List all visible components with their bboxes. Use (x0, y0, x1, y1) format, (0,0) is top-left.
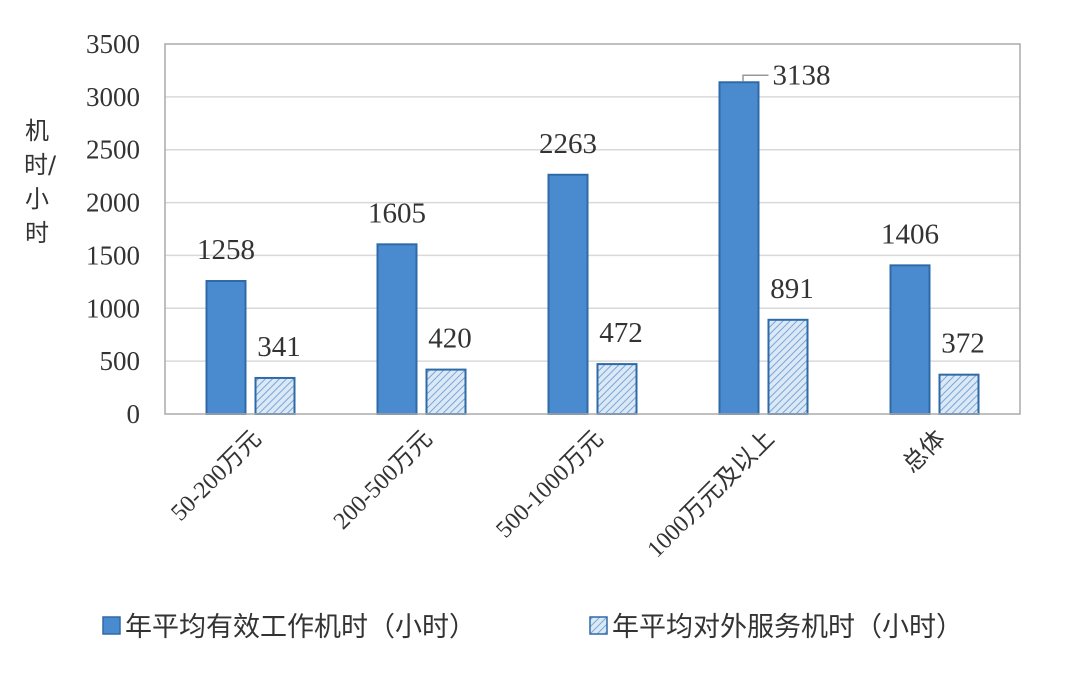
bar-effective-hours (547, 173, 589, 415)
bar-effective-hours (889, 264, 931, 416)
leader-line (742, 74, 769, 82)
x-axis-ticks: 50-200万元 200-500万元 500-1000万元 1000万元及以上 总体 (166, 425, 950, 563)
data-label: 1605 (368, 197, 426, 229)
bar-effective-hours (205, 280, 247, 415)
bar-service-hours (254, 376, 296, 415)
data-label: 1258 (197, 234, 255, 266)
y-tick-label: 3500 (86, 29, 140, 59)
x-tick-label: 1000万元及以上 (642, 425, 780, 563)
data-label: 472 (599, 317, 643, 349)
bar-service-hours (425, 368, 467, 416)
bar-service-hours (767, 318, 809, 415)
y-tick-label: 500 (100, 346, 141, 376)
x-tick-label: 总体 (898, 425, 951, 478)
data-label: 372 (941, 328, 985, 360)
data-label: 3138 (773, 59, 831, 91)
plot-border (164, 43, 1021, 415)
legend: 年平均有效工作机时（小时） 年平均对外服务机时（小时） (102, 612, 963, 643)
bar-effective-hours (376, 243, 418, 415)
legend-label: 年平均对外服务机时（小时） (612, 612, 963, 643)
y-tick-label: 3000 (86, 82, 140, 112)
x-tick-label: 500-1000万元 (491, 426, 608, 543)
bar-effective-hours (718, 81, 760, 415)
y-tick-label: 0 (127, 399, 141, 429)
bars (205, 81, 980, 416)
x-tick-label: 200-500万元 (329, 426, 438, 535)
data-label: 420 (428, 323, 472, 355)
gridlines (165, 96, 1020, 362)
legend-swatch (589, 616, 608, 635)
data-label: 891 (770, 273, 814, 305)
data-labels: 1258 341 1605 420 2263 472 3138 891 1406 372 (197, 59, 985, 363)
data-label: 1406 (881, 218, 939, 250)
bar-service-hours (938, 373, 980, 415)
y-axis-ticks: 0 500 1000 1500 2000 2500 3000 3500 (86, 29, 140, 429)
y-tick-label: 2500 (86, 135, 140, 165)
bar-service-hours (596, 363, 638, 415)
data-label: 2263 (539, 128, 597, 160)
legend-label: 年平均有效工作机时（小时） (125, 612, 476, 643)
y-axis-label: 机时/小时 (24, 117, 57, 247)
legend-swatch (102, 616, 121, 635)
x-tick-label: 50-200万元 (166, 426, 266, 526)
y-tick-label: 1500 (86, 240, 140, 270)
data-label: 341 (257, 331, 301, 363)
y-tick-label: 2000 (86, 188, 140, 218)
y-tick-label: 1000 (86, 293, 140, 323)
